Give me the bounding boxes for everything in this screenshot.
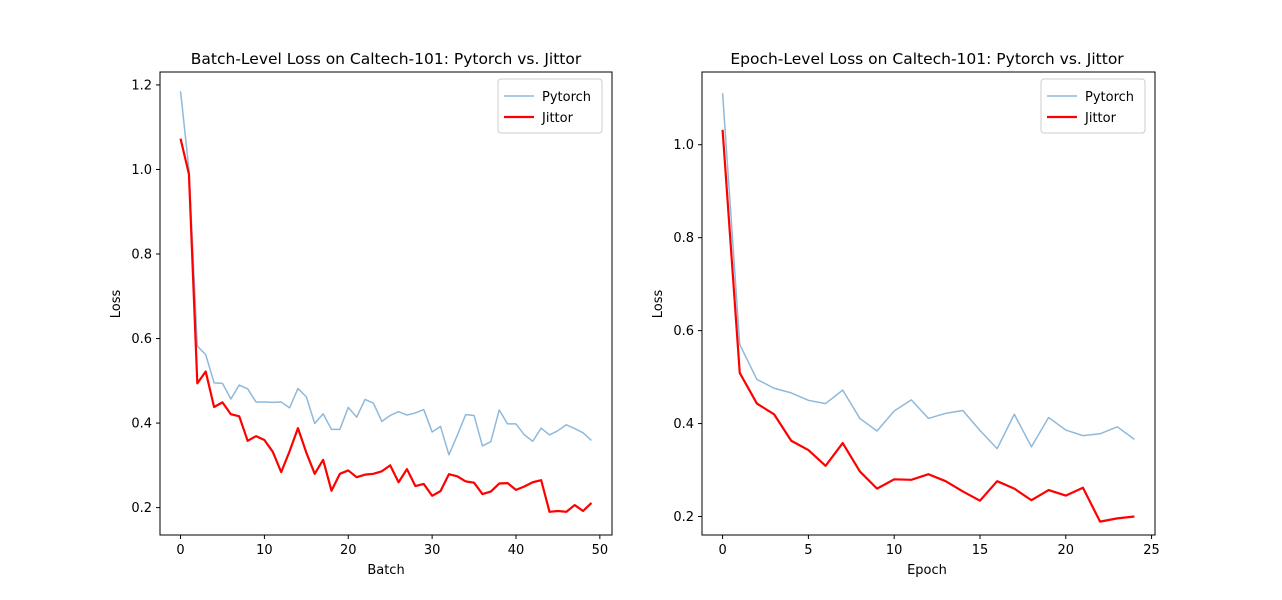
legend-label-pytorch: Pytorch bbox=[542, 90, 591, 105]
batch-chart-frame bbox=[159, 71, 613, 536]
legend-label-pytorch: Pytorch bbox=[1085, 90, 1134, 105]
x-tick-label: 20 bbox=[340, 543, 357, 558]
epoch-chart-ticks: 0 5 10 15 20 25 0.2 0.4 0.6 0.8 1.0 bbox=[673, 138, 1160, 558]
series-line-pytorch bbox=[179, 91, 592, 456]
legend-label-jittor: Jittor bbox=[541, 111, 574, 126]
epoch-chart-frame bbox=[701, 71, 1156, 536]
series-line-jittor bbox=[721, 129, 1135, 523]
x-tick-label: 25 bbox=[1143, 543, 1160, 558]
y-tick-label: 0.8 bbox=[673, 231, 694, 246]
series-line-pytorch bbox=[721, 93, 1135, 450]
batch-chart-legend: Pytorch Jittor bbox=[497, 78, 603, 134]
y-tick-label: 0.6 bbox=[131, 332, 152, 347]
x-tick-label: 10 bbox=[256, 543, 273, 558]
y-tick-label: 0.2 bbox=[673, 510, 694, 525]
x-tick-label: 0 bbox=[176, 543, 184, 558]
x-tick-label: 20 bbox=[1057, 543, 1074, 558]
y-tick-label: 1.0 bbox=[673, 138, 694, 153]
batch-loss-chart: Batch-Level Loss on Caltech-101: Pytorch… bbox=[109, 50, 613, 578]
batch-chart-xlabel: Batch bbox=[367, 563, 404, 578]
x-tick-label: 10 bbox=[886, 543, 903, 558]
epoch-chart-xlabel: Epoch bbox=[907, 563, 947, 578]
y-tick-label: 0.2 bbox=[131, 501, 152, 516]
x-tick-label: 50 bbox=[592, 543, 609, 558]
y-tick-label: 1.2 bbox=[131, 78, 152, 93]
epoch-chart-series bbox=[721, 93, 1135, 523]
legend-box bbox=[497, 78, 603, 134]
batch-chart-title: Batch-Level Loss on Caltech-101: Pytorch… bbox=[191, 50, 582, 68]
y-tick-label: 0.8 bbox=[131, 248, 152, 263]
y-tick-label: 0.4 bbox=[673, 417, 694, 432]
x-tick-label: 15 bbox=[972, 543, 989, 558]
epoch-chart-legend: Pytorch Jittor bbox=[1040, 78, 1146, 134]
x-tick-label: 5 bbox=[804, 543, 812, 558]
y-tick-label: 0.4 bbox=[131, 417, 152, 432]
legend-box bbox=[1040, 78, 1146, 134]
y-tick-label: 0.6 bbox=[673, 324, 694, 339]
batch-chart-ylabel: Loss bbox=[109, 290, 124, 319]
x-tick-label: 0 bbox=[718, 543, 726, 558]
batch-chart-ticks: 0 10 20 30 40 50 0.2 0.4 0.6 0.8 1.0 1.2 bbox=[131, 78, 608, 558]
epoch-loss-chart: Epoch-Level Loss on Caltech-101: Pytorch… bbox=[651, 50, 1160, 578]
x-tick-label: 30 bbox=[424, 543, 441, 558]
y-tick-label: 1.0 bbox=[131, 163, 152, 178]
epoch-chart-ylabel: Loss bbox=[651, 290, 666, 319]
legend-label-jittor: Jittor bbox=[1084, 111, 1117, 126]
batch-chart-series bbox=[179, 91, 593, 513]
x-tick-label: 40 bbox=[508, 543, 525, 558]
series-line-jittor bbox=[179, 138, 593, 513]
epoch-chart-title: Epoch-Level Loss on Caltech-101: Pytorch… bbox=[730, 50, 1124, 68]
